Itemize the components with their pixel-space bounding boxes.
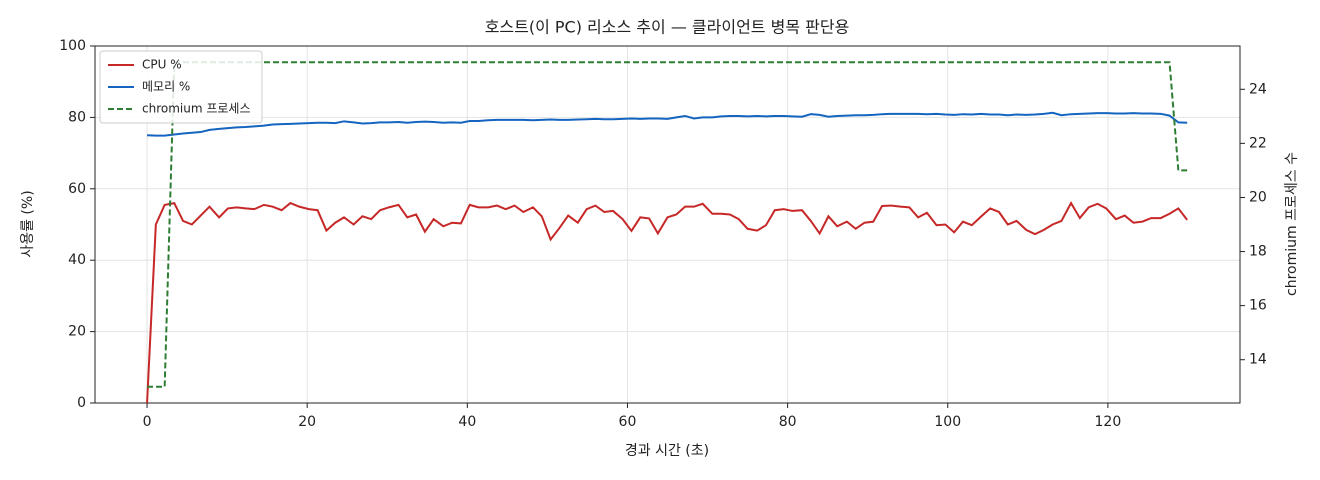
legend-label: chromium 프로세스 bbox=[142, 102, 251, 116]
y-tick-label: 60 bbox=[68, 181, 86, 197]
x-tick-label: 120 bbox=[1095, 414, 1122, 430]
y2-tick-label: 20 bbox=[1249, 189, 1267, 205]
legend-box bbox=[99, 50, 263, 124]
y-tick-label: 100 bbox=[59, 38, 86, 54]
x-tick-label: 100 bbox=[934, 414, 961, 430]
y2-tick-label: 14 bbox=[1249, 352, 1267, 368]
chart-title: 호스트(이 PC) 리소스 추이 — 클라이언트 병목 판단용 bbox=[485, 18, 850, 37]
series-line bbox=[147, 111, 1188, 137]
y2-tick-label: 18 bbox=[1249, 244, 1267, 260]
x-tick-label: 40 bbox=[458, 414, 476, 430]
x-tick-label: 60 bbox=[619, 414, 637, 430]
y-tick-label: 20 bbox=[68, 324, 86, 340]
x-tick-label: 20 bbox=[298, 414, 316, 430]
y2-tick-label: 22 bbox=[1249, 135, 1267, 151]
y-tick-label: 80 bbox=[68, 109, 86, 125]
x-tick-label: 80 bbox=[779, 414, 797, 430]
x-axis-label: 경과 시간 (초) bbox=[625, 443, 709, 459]
legend-label: CPU % bbox=[142, 58, 182, 72]
x-tick-label: 0 bbox=[143, 414, 152, 430]
y-tick-label: 0 bbox=[77, 395, 86, 411]
y2-axis-label: chromium 프로세스 수 bbox=[1284, 152, 1300, 296]
y-axis-label: 사용률 (%) bbox=[20, 190, 36, 257]
y2-tick-label: 16 bbox=[1249, 298, 1267, 314]
series-line bbox=[146, 201, 1188, 404]
y2-tick-label: 24 bbox=[1249, 81, 1267, 97]
series-line bbox=[147, 61, 1188, 388]
plot-frame bbox=[94, 45, 1241, 404]
y-tick-label: 40 bbox=[68, 252, 86, 268]
legend-label: 메모리 % bbox=[142, 80, 190, 94]
